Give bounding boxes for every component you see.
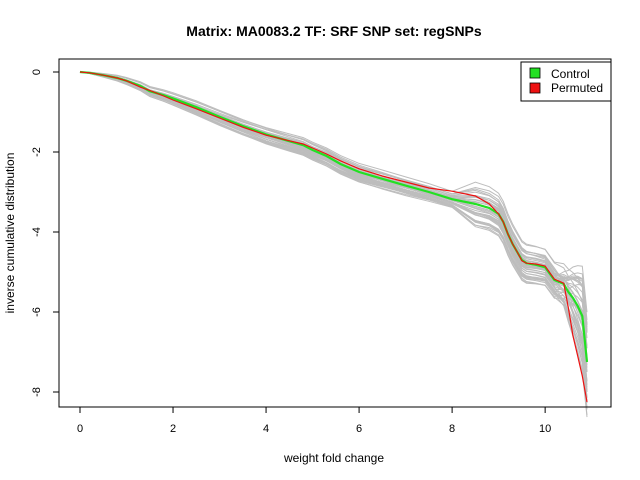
x-tick-label: 2 (170, 423, 176, 435)
permutation-curve (79, 71, 588, 362)
y-axis-label: inverse cumulative distribution (3, 153, 17, 314)
x-axis-label: weight fold change (283, 451, 384, 465)
legend: Control Permuted (520, 61, 612, 102)
permutation-curve (79, 71, 588, 332)
permutation-curve (79, 71, 588, 325)
legend-swatch-permuted (529, 82, 541, 94)
permutation-curve (79, 71, 588, 313)
y-tick-label: 0 (31, 69, 43, 75)
permutation-curve (79, 71, 588, 382)
chart-title: Matrix: MA0083.2 TF: SRF SNP set: regSNP… (186, 23, 482, 39)
x-axis: 0 2 4 6 8 10 (77, 406, 551, 435)
permutation-curve (79, 71, 588, 365)
permutation-curve (79, 71, 588, 333)
y-axis: 0 -2 -4 -6 -8 (31, 69, 60, 397)
permutation-curve (79, 71, 588, 349)
y-tick-label: -4 (31, 227, 43, 237)
permutation-curve (79, 71, 588, 339)
x-tick-label: 10 (539, 423, 551, 435)
permutation-curve (79, 71, 588, 399)
legend-label-control: Control (551, 67, 590, 81)
legend-label-permuted: Permuted (551, 81, 603, 95)
permutation-curve (79, 71, 588, 346)
y-tick-label: -6 (31, 307, 43, 317)
x-tick-label: 6 (356, 423, 362, 435)
legend-swatch-control (529, 67, 541, 79)
series-line-control (79, 70, 589, 363)
y-tick-label: -8 (31, 387, 43, 397)
x-tick-label: 0 (77, 423, 83, 435)
permutation-curve (79, 71, 588, 361)
x-tick-label: 8 (449, 423, 455, 435)
permutation-curve (79, 71, 588, 349)
x-tick-label: 4 (263, 423, 269, 435)
permutation-curve (79, 71, 588, 418)
series-lines (79, 70, 589, 403)
permutation-curve (79, 71, 588, 326)
permutation-curve (79, 71, 588, 372)
plot-frame (58, 58, 612, 408)
permutation-curves (79, 71, 588, 418)
permutation-curve (79, 71, 588, 358)
series-line-permuted (79, 71, 588, 403)
permutation-curve (79, 71, 588, 325)
permutation-curve (79, 71, 588, 331)
permutation-curve (79, 71, 588, 328)
permutation-curve (79, 71, 588, 362)
permutation-curve (79, 71, 588, 331)
permutation-curve (79, 71, 588, 332)
permutation-curve (79, 71, 588, 320)
y-tick-label: -2 (31, 147, 43, 157)
permutation-curve (79, 71, 588, 359)
